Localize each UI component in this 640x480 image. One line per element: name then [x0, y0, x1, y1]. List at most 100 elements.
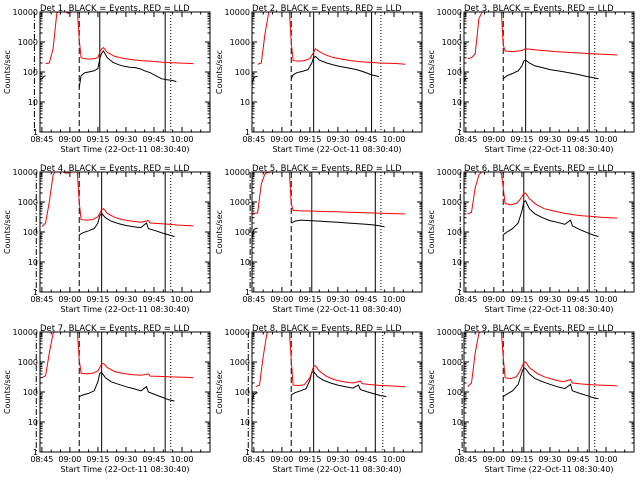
plot-frame — [251, 331, 423, 453]
y-tick-label: 10000 — [13, 168, 38, 177]
x-axis-label: Start Time (22-Oct-11 08:30:40) — [272, 305, 401, 314]
x-tick-label: 08:45 — [454, 295, 477, 304]
x-tick-label: 09:45 — [566, 295, 589, 304]
x-tick-label: 09:15 — [298, 455, 321, 464]
x-tick-label: 10:00 — [382, 295, 405, 304]
y-tick-label: 100 — [235, 68, 250, 77]
x-tick-label: 09:45 — [142, 295, 165, 304]
x-tick-label: 09:00 — [58, 455, 81, 464]
panel-det-9: 1 10 100 1000 10000 08:45 09:00 09:15 09:30 09:45… — [427, 324, 635, 474]
x-tick-label: 09:00 — [482, 455, 505, 464]
series-events-line — [78, 212, 175, 238]
x-tick-label: 09:00 — [270, 295, 293, 304]
x-axis-label: Start Time (22-Oct-11 08:30:40) — [60, 145, 189, 154]
panel-title: Det 7, BLACK = Events, RED = LLD — [40, 324, 190, 334]
y-axis-label: Counts/sec — [427, 50, 436, 94]
panel-title: Det 3, BLACK = Events, RED = LLD — [464, 4, 614, 14]
x-tick-label: 09:30 — [538, 135, 561, 144]
x-tick-label: 09:30 — [538, 295, 561, 304]
x-tick-label: 09:30 — [326, 295, 349, 304]
series-events-line — [502, 59, 599, 80]
x-tick-label: 10:00 — [170, 455, 193, 464]
x-tick-label: 09:30 — [326, 455, 349, 464]
plot-frame — [39, 11, 211, 133]
plot-frame — [251, 171, 423, 293]
x-axis-label: Start Time (22-Oct-11 08:30:40) — [60, 305, 189, 314]
y-tick-label: 1 — [457, 288, 462, 297]
x-tick-label: 09:30 — [326, 135, 349, 144]
panel-title: Det 2, BLACK = Events, RED = LLD — [252, 4, 402, 14]
y-tick-label: 1000 — [18, 198, 38, 207]
y-tick-label: 1 — [245, 128, 250, 137]
y-tick-label: 10000 — [225, 168, 250, 177]
y-tick-label: 1000 — [230, 358, 250, 367]
y-tick-label: 10000 — [225, 8, 250, 17]
y-tick-label: 10 — [28, 418, 38, 427]
y-tick-label: 1000 — [230, 38, 250, 47]
y-tick-label: 100 — [447, 388, 462, 397]
y-tick-label: 1 — [245, 448, 250, 457]
series-lld-line — [252, 172, 406, 215]
series-events-line — [78, 371, 175, 402]
x-tick-label: 10:00 — [594, 455, 617, 464]
y-tick-label: 1000 — [442, 198, 462, 207]
x-tick-label: 09:45 — [566, 135, 589, 144]
x-tick-label: 09:30 — [114, 295, 137, 304]
x-tick-label: 09:45 — [354, 295, 377, 304]
data-area — [40, 12, 194, 88]
y-tick-label: 1 — [33, 128, 38, 137]
x-tick-label: 09:15 — [510, 455, 533, 464]
series-lld-line — [467, 172, 618, 219]
y-tick-label: 100 — [447, 68, 462, 77]
panel-det-6: 1 10 100 1000 10000 08:45 09:00 09:15 09:30 09:45… — [427, 164, 635, 314]
y-tick-label: 1000 — [18, 38, 38, 47]
y-tick-label: 10 — [452, 98, 462, 107]
x-tick-label: 10:00 — [382, 455, 405, 464]
y-tick-label: 1 — [457, 448, 462, 457]
y-tick-label: 10 — [240, 258, 250, 267]
x-tick-label: 09:30 — [114, 135, 137, 144]
y-tick-label: 100 — [23, 228, 38, 237]
x-axis-label: Start Time (22-Oct-11 08:30:40) — [484, 465, 613, 474]
panel-det-2: 1 10 100 1000 10000 08:45 09:00 09:15 09:30 09:45… — [215, 4, 423, 154]
y-tick-label: 10 — [28, 258, 38, 267]
x-tick-label: 08:45 — [242, 295, 265, 304]
x-tick-label: 10:00 — [170, 295, 193, 304]
plot-frame — [39, 171, 211, 293]
x-tick-label: 08:45 — [30, 295, 53, 304]
x-axis-label: Start Time (22-Oct-11 08:30:40) — [484, 145, 613, 154]
y-tick-label: 1000 — [230, 198, 250, 207]
x-axis-label: Start Time (22-Oct-11 08:30:40) — [60, 465, 189, 474]
panel-title: Det 1, BLACK = Events, RED = LLD — [40, 4, 190, 14]
x-tick-label: 09:15 — [298, 295, 321, 304]
x-tick-label: 09:15 — [298, 135, 321, 144]
y-tick-label: 100 — [235, 388, 250, 397]
x-axis-label: Start Time (22-Oct-11 08:30:40) — [272, 465, 401, 474]
y-tick-label: 10 — [28, 98, 38, 107]
plot-frame — [251, 11, 423, 133]
series-lld-line — [41, 172, 194, 228]
x-tick-label: 10:00 — [170, 135, 193, 144]
x-tick-label: 08:45 — [242, 455, 265, 464]
x-tick-label: 08:45 — [30, 455, 53, 464]
y-tick-label: 10 — [452, 418, 462, 427]
series-events-line — [290, 370, 387, 398]
data-area — [252, 172, 406, 244]
y-tick-label: 100 — [23, 68, 38, 77]
series-lld-line — [255, 332, 406, 388]
x-tick-label: 09:30 — [538, 455, 561, 464]
data-area — [40, 332, 194, 402]
series-lld-line — [45, 12, 194, 65]
y-tick-label: 1000 — [18, 358, 38, 367]
data-area — [252, 332, 406, 409]
y-tick-label: 10 — [240, 98, 250, 107]
panel-det-4: 1 10 100 1000 10000 08:45 09:00 09:15 09:30 09:45… — [3, 164, 211, 314]
plot-frame — [463, 171, 635, 293]
x-axis-label: Start Time (22-Oct-11 08:30:40) — [484, 305, 613, 314]
x-tick-label: 09:15 — [510, 295, 533, 304]
y-tick-label: 1 — [33, 448, 38, 457]
x-tick-label: 09:45 — [354, 455, 377, 464]
panel-title: Det 5, BLACK = Events, RED = LLD — [252, 164, 402, 174]
series-lld-line — [467, 332, 618, 388]
